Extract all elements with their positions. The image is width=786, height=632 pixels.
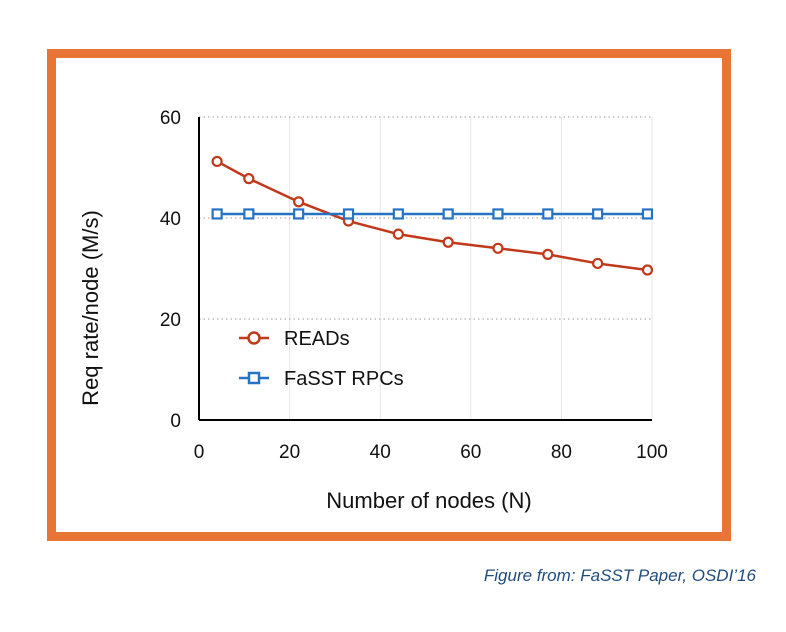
chart-frame: 0 20 40 60 80 100 0 20 40 60 Number of nodes (N)… [47, 49, 731, 541]
series-line-reads [216, 160, 648, 272]
x-tick-label-5: 100 [636, 442, 668, 463]
y-tick-labels: 0 20 40 60 [160, 108, 181, 432]
data-point-reads-9 [641, 264, 654, 276]
figure-caption: Figure from: FaSST Paper, OSDI’16 [483, 566, 756, 585]
data-point-reads-8 [592, 257, 604, 270]
data-point-reads-6 [492, 242, 504, 254]
legend-label-fasst-rpcs: FaSST RPCs [284, 368, 404, 390]
y-tick-label-1: 20 [160, 310, 181, 331]
legend-item-reads: READs [239, 328, 350, 350]
y-tick-label-0: 0 [170, 411, 181, 432]
x-tick-labels: 0 20 40 60 80 100 [194, 442, 668, 463]
line-chart: 0 20 40 60 80 100 0 20 40 60 Number of nodes (N)… [78, 108, 668, 513]
data-point-fasst-rpcs-0 [211, 208, 223, 220]
data-point-fasst-rpcs-7 [542, 208, 554, 220]
data-point-reads-4 [392, 228, 404, 240]
legend-marker-fasst-rpcs [247, 371, 261, 385]
data-point-fasst-rpcs-8 [592, 208, 604, 220]
x-tick-label-3: 60 [460, 442, 481, 463]
data-point-reads-0 [211, 155, 223, 168]
y-tick-label-2: 40 [160, 209, 181, 230]
legend-marker-reads [247, 331, 261, 345]
series-fasst-rpcs [211, 208, 654, 220]
data-point-fasst-rpcs-6 [492, 208, 504, 220]
data-point-fasst-rpcs-4 [392, 208, 404, 220]
data-point-reads-1 [243, 173, 255, 185]
y-axis-title: Req rate/node (M/s) [78, 210, 103, 406]
data-point-reads-7 [542, 248, 554, 260]
series-reads [211, 155, 654, 276]
grid [199, 116, 653, 420]
legend: READs FaSST RPCs [239, 328, 404, 390]
x-tick-label-0: 0 [194, 442, 205, 463]
axes [198, 117, 652, 421]
data-point-fasst-rpcs-1 [243, 208, 255, 220]
x-axis-title: Number of nodes (N) [326, 488, 531, 513]
x-tick-label-1: 20 [279, 442, 300, 463]
data-point-fasst-rpcs-3 [342, 208, 355, 220]
x-tick-label-2: 40 [370, 442, 391, 463]
data-point-fasst-rpcs-9 [641, 208, 654, 220]
y-tick-label-3: 60 [160, 108, 181, 129]
data-point-fasst-rpcs-2 [293, 208, 305, 220]
data-point-reads-5 [442, 236, 454, 248]
data-point-reads-2 [293, 196, 305, 208]
legend-item-fasst-rpcs: FaSST RPCs [239, 368, 404, 390]
series [211, 155, 654, 276]
legend-label-reads: READs [284, 328, 350, 350]
x-tick-label-4: 80 [551, 442, 572, 463]
data-point-fasst-rpcs-5 [442, 208, 454, 220]
